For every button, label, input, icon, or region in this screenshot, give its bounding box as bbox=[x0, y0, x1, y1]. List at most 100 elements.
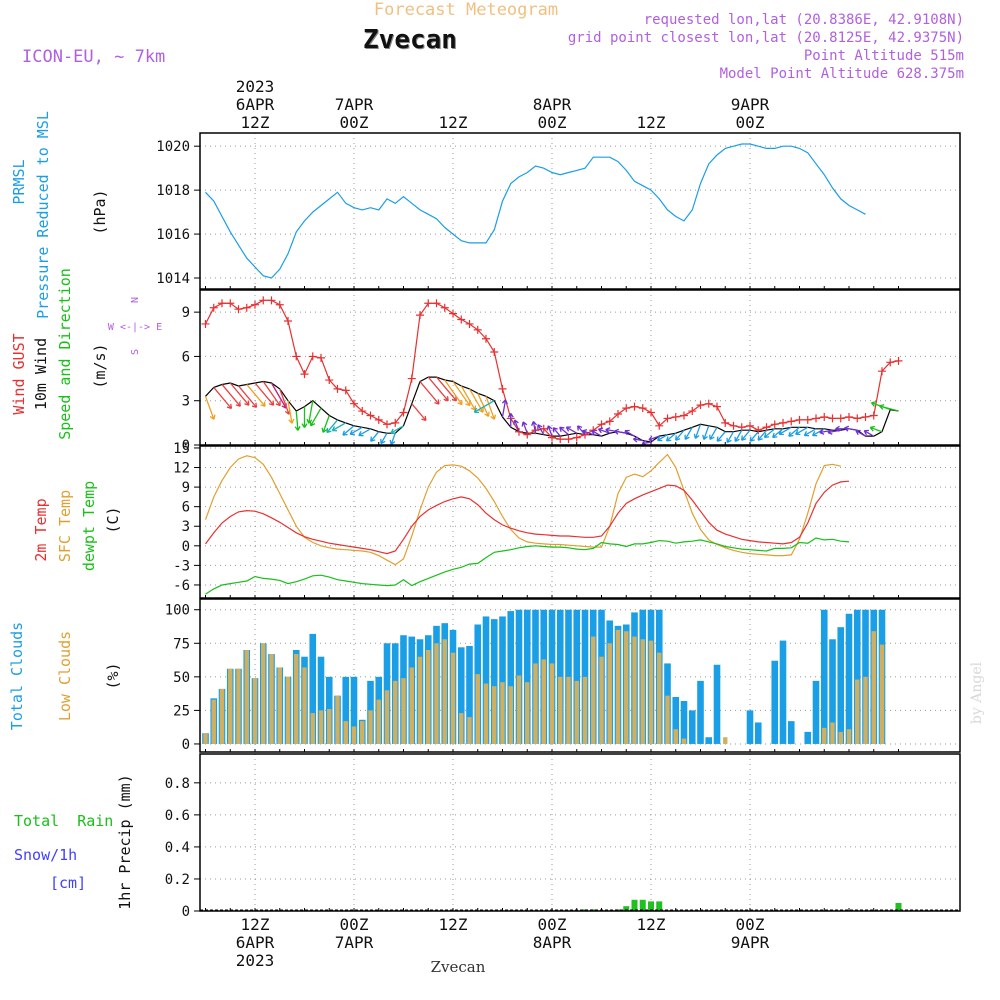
gust-marker bbox=[886, 358, 895, 367]
temp-ytick-label: 12 bbox=[173, 461, 190, 477]
gust-marker bbox=[754, 426, 763, 435]
wind-arrow bbox=[380, 432, 388, 445]
gust-marker bbox=[762, 423, 771, 432]
temp-ytick-label: 9 bbox=[182, 480, 190, 496]
dewpt-label: dewpt Temp bbox=[80, 481, 98, 571]
wind-arrow bbox=[287, 400, 295, 424]
wind-arrow bbox=[702, 425, 710, 440]
temp-unit: (C) bbox=[104, 506, 122, 533]
wind-labels: Wind GUST 10m Wind Speed and Direction (… bbox=[10, 268, 162, 440]
total-cloud-bar bbox=[853, 609, 861, 744]
rain-bar bbox=[895, 902, 902, 911]
wind-ytick-label: 9 bbox=[182, 305, 190, 321]
bottom-time-label: 12Z bbox=[241, 915, 270, 934]
wind-arrow bbox=[309, 407, 322, 427]
wind-arrow bbox=[460, 385, 477, 411]
low-cloud-bar bbox=[335, 695, 340, 744]
wind-ytick-label: 6 bbox=[182, 349, 190, 365]
gust-marker bbox=[424, 299, 433, 308]
low-cloud-bar bbox=[599, 656, 604, 744]
wind-arrow bbox=[204, 396, 216, 420]
wind-ytick-label: 3 bbox=[182, 394, 190, 410]
low-cloud-bar bbox=[228, 668, 233, 744]
low-cloud-bar bbox=[871, 631, 876, 744]
total-cloud-bar bbox=[466, 645, 473, 744]
gust-marker bbox=[267, 296, 276, 305]
low-cloud-bar bbox=[582, 676, 588, 744]
gust-marker bbox=[490, 348, 499, 356]
temp-ytick-label: 6 bbox=[182, 500, 190, 516]
total-cloud-bar bbox=[342, 676, 350, 744]
pressure-unit: (hPa) bbox=[91, 189, 109, 234]
top-date-label: 8APR bbox=[533, 95, 572, 114]
gust-marker bbox=[383, 420, 391, 429]
gust-marker bbox=[465, 319, 474, 328]
wind-arrow bbox=[863, 429, 875, 437]
total-cloud-bar bbox=[845, 613, 853, 744]
wind-arrow bbox=[684, 426, 693, 440]
wind-arrow bbox=[591, 429, 602, 437]
wind-arrow bbox=[294, 410, 301, 431]
low-cloud-bar bbox=[525, 682, 530, 744]
gust-marker bbox=[366, 411, 375, 420]
wind-arrow bbox=[778, 426, 792, 436]
gust-marker bbox=[572, 433, 581, 442]
low-cloud-bar bbox=[360, 721, 365, 744]
wind-arrow bbox=[624, 429, 635, 437]
wind-arrow bbox=[648, 435, 660, 442]
t2m-line bbox=[205, 480, 850, 555]
total-cloud-bar bbox=[309, 633, 317, 744]
low-cloud-bar bbox=[252, 678, 258, 744]
total-cloud-bar bbox=[812, 680, 820, 744]
bottom-time-label: 7APR bbox=[335, 933, 374, 952]
precip-unit: 1hr Precip (mm) bbox=[116, 774, 134, 909]
wind-arrow bbox=[716, 431, 726, 442]
footer-location: Zvecan bbox=[431, 958, 486, 976]
wind-arrow bbox=[254, 382, 275, 406]
low-cloud-bar bbox=[327, 709, 332, 744]
low-cloud-bar bbox=[475, 674, 480, 744]
gust-marker bbox=[275, 300, 284, 309]
total-cloud-bar bbox=[787, 721, 795, 744]
model-label: ICON-EU, ~ 7km bbox=[22, 47, 165, 67]
low-cloud-bar bbox=[401, 678, 406, 744]
wind-arrow bbox=[321, 415, 330, 433]
wind-arrow bbox=[552, 427, 561, 437]
low-cloud-bar bbox=[574, 680, 579, 744]
wind-arrow bbox=[844, 425, 858, 432]
low-cloud-bar bbox=[723, 737, 728, 744]
low-cloud-bar bbox=[318, 710, 324, 744]
gust-marker bbox=[432, 299, 441, 308]
gust-marker bbox=[341, 386, 350, 395]
wind-arrow bbox=[301, 406, 308, 428]
total-cloud-bar bbox=[779, 640, 787, 744]
gust-marker bbox=[374, 415, 383, 424]
gust-marker bbox=[638, 404, 647, 413]
low-cloud-bar bbox=[277, 667, 282, 744]
top-date-label: 6APR bbox=[236, 95, 275, 114]
low-cloud-bar bbox=[417, 656, 423, 744]
low-cloud-bar bbox=[830, 722, 835, 744]
total-cloud-bar bbox=[771, 660, 779, 744]
pressure-ytick-label: 1018 bbox=[156, 183, 190, 199]
top-hour-label: 12Z bbox=[637, 113, 666, 132]
wind-arrow bbox=[693, 424, 702, 439]
total-cloud-bar bbox=[499, 616, 506, 744]
top-hour-label: 00Z bbox=[736, 113, 765, 132]
low-cloud-bar bbox=[492, 686, 497, 744]
wind-panel: 0 3 6 9 bbox=[182, 290, 960, 454]
cloud-unit: (%) bbox=[104, 662, 122, 689]
rain-bar bbox=[648, 901, 654, 911]
wind-arrow bbox=[788, 426, 800, 437]
gust-marker bbox=[605, 417, 614, 426]
gust-marker bbox=[721, 418, 730, 427]
location-title: Zvecan bbox=[363, 25, 457, 55]
wind-arrow bbox=[262, 381, 281, 407]
cloud-ytick-label: 75 bbox=[173, 636, 190, 652]
gust-marker bbox=[333, 384, 342, 393]
cloud-ytick-label: 100 bbox=[165, 603, 190, 619]
gust-marker bbox=[201, 319, 210, 328]
wind-arrow bbox=[507, 412, 514, 428]
gust-marker bbox=[209, 303, 218, 312]
